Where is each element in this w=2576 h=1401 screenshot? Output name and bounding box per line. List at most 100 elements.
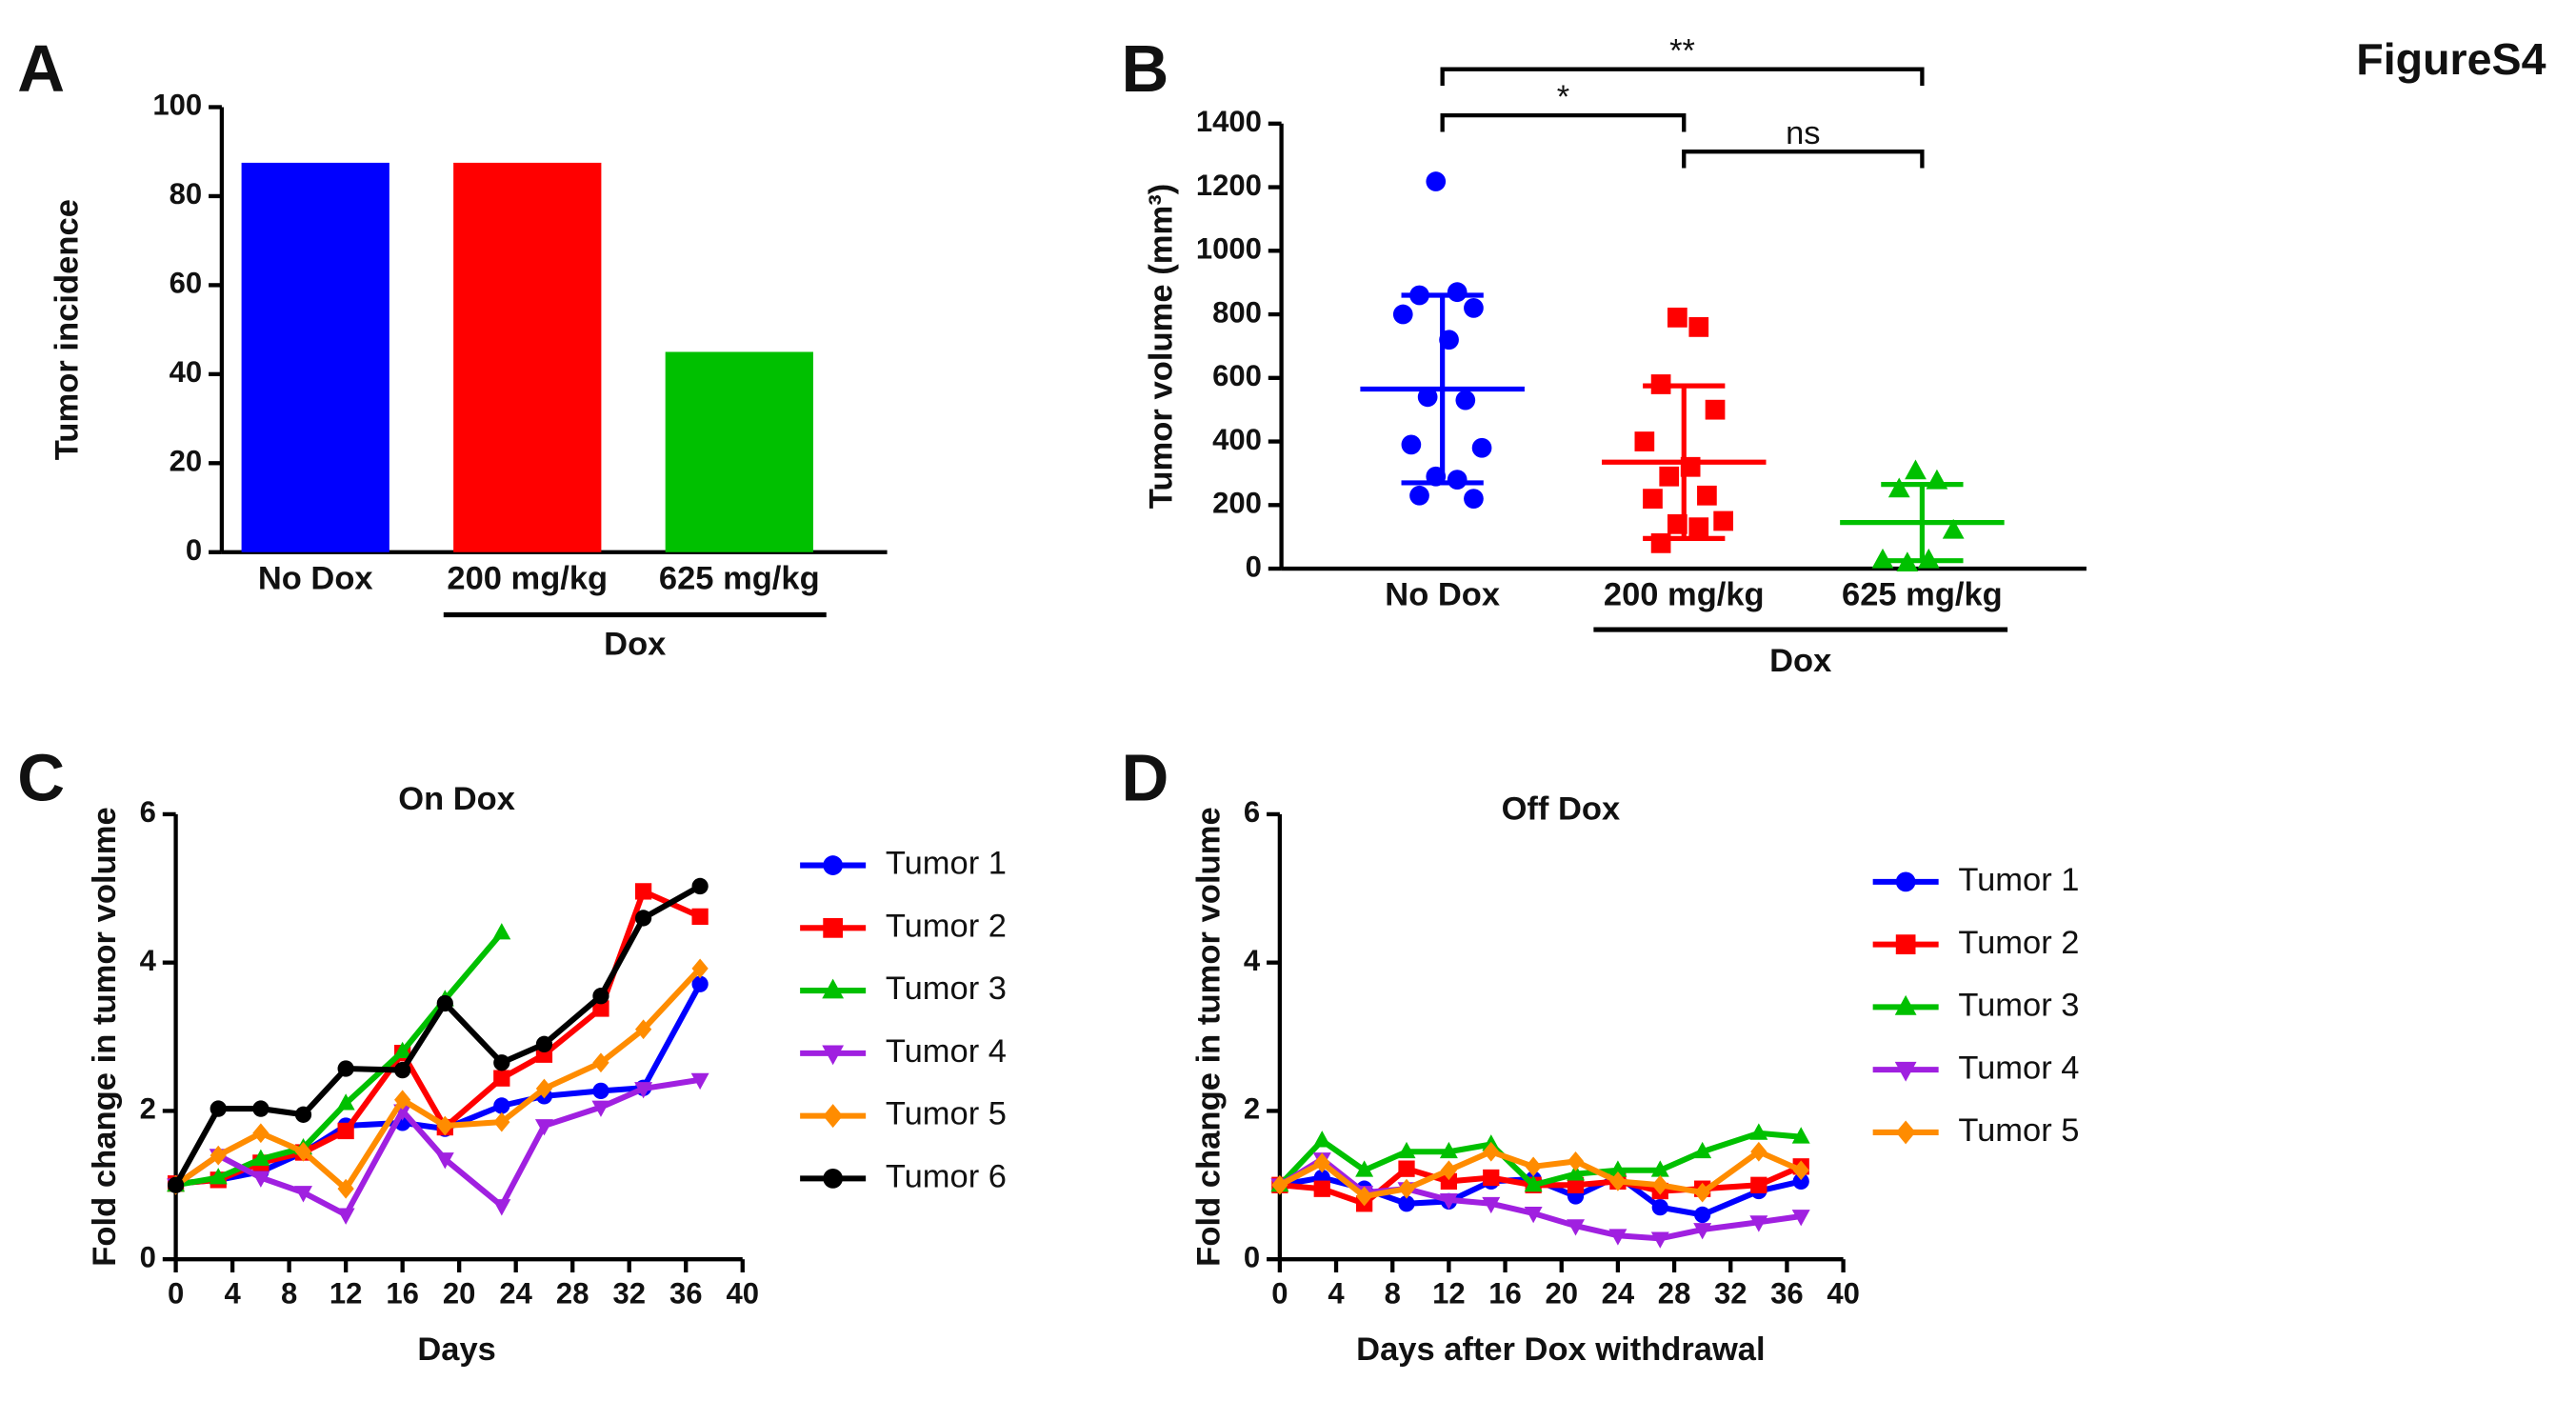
marker: [337, 1178, 354, 1199]
marker: [210, 1145, 227, 1166]
marker: [1895, 934, 1916, 955]
marker: [1693, 1223, 1712, 1240]
chart-title: Off Dox: [1502, 791, 1621, 828]
marker: [1483, 1169, 1500, 1187]
marker: [1894, 994, 1917, 1015]
legend-label: Tumor 1: [886, 846, 1007, 882]
marker: [1355, 1160, 1374, 1177]
marker: [1750, 1176, 1767, 1193]
marker: [394, 1061, 411, 1079]
y-axis-label: Tumor volume (mm³): [1144, 184, 1180, 510]
marker: [1791, 1127, 1810, 1144]
x-tick-label: 36: [669, 1276, 703, 1310]
marker: [1426, 171, 1447, 191]
y-tick-label: 0: [186, 533, 202, 567]
y-axis-label: Tumor incidence: [50, 199, 86, 460]
marker: [1567, 1219, 1586, 1236]
marker: [294, 1106, 312, 1123]
y-tick-label: 40: [170, 355, 203, 389]
x-tick-label: 0: [168, 1276, 184, 1310]
marker: [1525, 1156, 1542, 1177]
bar: [665, 351, 813, 552]
marker: [1659, 466, 1680, 487]
marker: [1650, 1160, 1669, 1177]
marker: [1440, 1172, 1458, 1191]
panel-letter: B: [1121, 31, 1168, 106]
marker: [1567, 1164, 1586, 1181]
x-tick-label: 0: [1271, 1276, 1288, 1310]
panel-letter: C: [17, 740, 65, 814]
x-axis-label: Days after Dox withdrawal: [1356, 1331, 1765, 1368]
marker: [1697, 485, 1717, 506]
marker: [1688, 517, 1709, 538]
y-tick-label: 2: [1244, 1092, 1260, 1126]
y-tick-label: 1200: [1196, 169, 1262, 202]
marker: [1942, 518, 1965, 539]
x-tick-label: No Dox: [1385, 577, 1500, 613]
significance-label: ns: [1786, 115, 1820, 151]
marker: [1567, 1176, 1585, 1193]
marker: [1524, 1206, 1543, 1224]
y-tick-label: 6: [1244, 795, 1260, 829]
marker: [823, 917, 843, 938]
bar: [241, 162, 389, 552]
y-tick-label: 0: [140, 1240, 156, 1273]
marker: [1608, 1229, 1627, 1246]
marker: [251, 1171, 270, 1188]
marker: [634, 910, 652, 927]
marker: [592, 1082, 609, 1100]
legend-label: Tumor 3: [1958, 987, 2079, 1023]
x-tick-label: 24: [499, 1276, 532, 1310]
x-tick-label: 32: [612, 1276, 646, 1310]
marker: [1397, 1141, 1416, 1159]
marker: [592, 988, 609, 1005]
marker: [167, 1176, 185, 1193]
marker: [1439, 1141, 1458, 1159]
marker: [435, 1152, 454, 1170]
marker: [1905, 459, 1927, 480]
series-line: [175, 887, 702, 1187]
marker: [1313, 1152, 1330, 1173]
y-axis-label: Fold change in tumor volume: [87, 807, 123, 1267]
y-tick-label: 4: [140, 944, 157, 977]
marker: [1792, 1160, 1809, 1181]
marker: [210, 1100, 227, 1117]
marker: [1398, 1195, 1415, 1212]
significance-label: *: [1557, 79, 1569, 115]
marker: [1634, 431, 1655, 451]
legend-label: Tumor 3: [886, 971, 1007, 1007]
marker: [1651, 1199, 1668, 1216]
marker: [1894, 1061, 1917, 1082]
marker: [1313, 1180, 1330, 1197]
x-tick-label: 8: [281, 1276, 297, 1310]
y-tick-label: 1400: [1196, 105, 1262, 138]
marker: [493, 1097, 510, 1114]
marker: [337, 1060, 354, 1077]
marker: [1667, 308, 1687, 328]
x-tick-label: 20: [1545, 1276, 1578, 1310]
marker: [823, 1104, 843, 1129]
marker: [394, 1090, 411, 1111]
marker: [1791, 1210, 1810, 1227]
marker: [336, 1093, 355, 1111]
marker: [634, 1082, 653, 1099]
marker: [1608, 1160, 1627, 1177]
marker: [822, 1045, 845, 1066]
x-axis-label: Days: [417, 1331, 495, 1368]
marker: [1524, 1174, 1543, 1192]
significance-label: **: [1669, 32, 1695, 69]
y-tick-label: 20: [170, 444, 203, 477]
marker: [209, 1168, 228, 1185]
chart-title: On Dox: [398, 781, 515, 817]
marker: [1567, 1151, 1585, 1171]
marker: [493, 1054, 510, 1071]
legend-label: Tumor 1: [1958, 862, 2079, 898]
x-tick-label: 200 mg/kg: [447, 560, 608, 596]
marker: [251, 1149, 270, 1166]
marker: [294, 1186, 312, 1203]
marker: [1693, 1141, 1712, 1159]
marker: [1694, 1182, 1711, 1203]
marker: [393, 1041, 412, 1059]
marker: [690, 1072, 709, 1091]
